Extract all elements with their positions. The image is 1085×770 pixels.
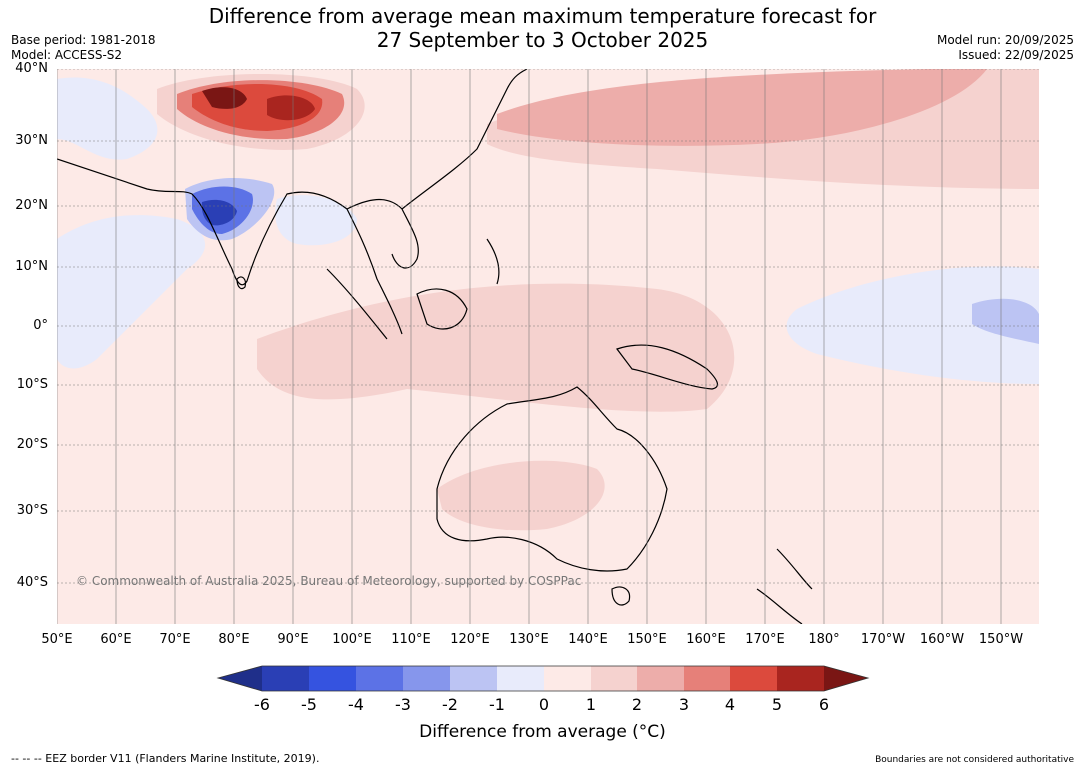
- map-panel: [57, 69, 1039, 624]
- coastlines: [57, 69, 813, 624]
- meta-right: Model run: 20/09/2025 Issued: 22/09/2025: [937, 33, 1074, 63]
- colorbar-swatch: [356, 666, 403, 691]
- lat-label: 40°N: [15, 61, 48, 76]
- lon-label: 60°E: [100, 632, 132, 647]
- lon-label: 100°E: [332, 632, 372, 647]
- title-line-2: 27 September to 3 October 2025: [376, 28, 709, 52]
- lon-label: 160°W: [919, 632, 965, 647]
- lon-label: 160°E: [686, 632, 726, 647]
- coast-png: [616, 344, 719, 390]
- lon-label: 170°E: [745, 632, 785, 647]
- lat-label: 0°: [33, 318, 48, 333]
- lon-label: 150°E: [627, 632, 667, 647]
- copyright-notice: © Commonwealth of Australia 2025, Bureau…: [76, 574, 582, 588]
- coast-borneo: [416, 288, 468, 330]
- base-period: Base period: 1981-2018: [11, 33, 156, 47]
- warm-zone-tibet-core-2: [267, 95, 315, 121]
- model-run: Model run: 20/09/2025: [936, 33, 1074, 47]
- issued-date: Issued: 22/09/2025: [958, 48, 1074, 62]
- colorbar-arrow-low: [218, 666, 262, 691]
- colorbar-label: Difference from average (°C): [419, 722, 666, 742]
- lon-label: 50°E: [41, 632, 73, 647]
- lon-label: 140°E: [568, 632, 608, 647]
- title-line-1: Difference from average mean maximum tem…: [208, 4, 877, 28]
- colorbar-tick: 3: [678, 695, 690, 714]
- colorbar-tick: 0: [538, 695, 550, 714]
- colorbar-swatch: [262, 666, 309, 691]
- colorbar-swatch: [730, 666, 777, 691]
- meta-left: Base period: 1981-2018 Model: ACCESS-S2: [11, 33, 156, 63]
- colorbar-tick: -6: [254, 695, 270, 714]
- colorbar-swatch: [637, 666, 684, 691]
- colorbar-swatch: [403, 666, 450, 691]
- lat-label: 30°S: [16, 503, 48, 518]
- colorbar-swatch: [497, 666, 544, 691]
- colorbar-tick: -1: [489, 695, 505, 714]
- eez-note: -- -- -- EEZ border V11 (Flanders Marine…: [11, 752, 320, 765]
- lat-label: 20°S: [16, 437, 48, 452]
- colorbar-swatch: [544, 666, 591, 691]
- graticule: [57, 69, 1039, 624]
- lon-label: 90°E: [277, 632, 309, 647]
- lon-label: 170°W: [860, 632, 906, 647]
- warm-zone-tibet-core: [202, 87, 247, 109]
- colorbar-swatch: [309, 666, 356, 691]
- warm-zone-north-pacific-core: [497, 69, 987, 146]
- colorbar-tick: -5: [301, 695, 317, 714]
- coast-southeast-asia: [346, 198, 419, 269]
- lon-label: 130°E: [509, 632, 549, 647]
- colorbar-tick: 4: [724, 695, 736, 714]
- colorbar: [216, 665, 870, 692]
- boundaries-note: Boundaries are not considered authoritat…: [875, 755, 1074, 765]
- colorbar-swatch: [450, 666, 497, 691]
- coast-china: [401, 69, 528, 210]
- lat-label: 10°S: [16, 377, 48, 392]
- warm-zone-equatorial: [257, 283, 735, 412]
- colorbar-tick: -2: [442, 695, 458, 714]
- coast-philippines: [486, 238, 500, 285]
- cool-zone-bay-of-bengal: [275, 195, 357, 246]
- colorbar-arrow-high: [824, 666, 868, 691]
- lon-label: 110°E: [391, 632, 431, 647]
- colorbar-tick: 2: [631, 695, 643, 714]
- cool-zone-pacific: [786, 266, 1039, 384]
- colorbar-tick: 6: [818, 695, 830, 714]
- coast-new-zealand: [756, 548, 813, 624]
- lon-label: 180°: [808, 632, 840, 647]
- colorbar-swatch: [684, 666, 730, 691]
- warm-zone-australia: [437, 460, 605, 531]
- coast-tasmania: [611, 586, 631, 606]
- anomaly-field: [57, 69, 1039, 531]
- lon-label: 80°E: [218, 632, 250, 647]
- cool-zone-arabian-sea: [57, 215, 206, 369]
- coast-australia: [436, 386, 668, 572]
- colorbar-swatch: [591, 666, 637, 691]
- lat-label: 30°N: [15, 133, 48, 148]
- lat-label: 10°N: [15, 259, 48, 274]
- colorbar-swatch: [777, 666, 824, 691]
- lon-label: 150°W: [978, 632, 1024, 647]
- map-title: Difference from average mean maximum tem…: [0, 4, 1085, 52]
- cool-zone-pacific-core: [972, 298, 1039, 344]
- coast-asia-south: [57, 158, 403, 335]
- lon-label: 70°E: [159, 632, 191, 647]
- colorbar-tick: 1: [585, 695, 597, 714]
- lon-label: 120°E: [450, 632, 490, 647]
- colorbar-tick: -3: [395, 695, 411, 714]
- model-name: Model: ACCESS-S2: [11, 48, 123, 62]
- colorbar-tick: 5: [771, 695, 783, 714]
- cool-zone-west-asia: [57, 77, 158, 160]
- coast-sumatra: [326, 268, 388, 340]
- coast-sri-lanka: [236, 276, 247, 290]
- colorbar-tick: -4: [348, 695, 364, 714]
- map-canvas: [57, 69, 1039, 624]
- lat-label: 20°N: [15, 198, 48, 213]
- lat-label: 40°S: [16, 575, 48, 590]
